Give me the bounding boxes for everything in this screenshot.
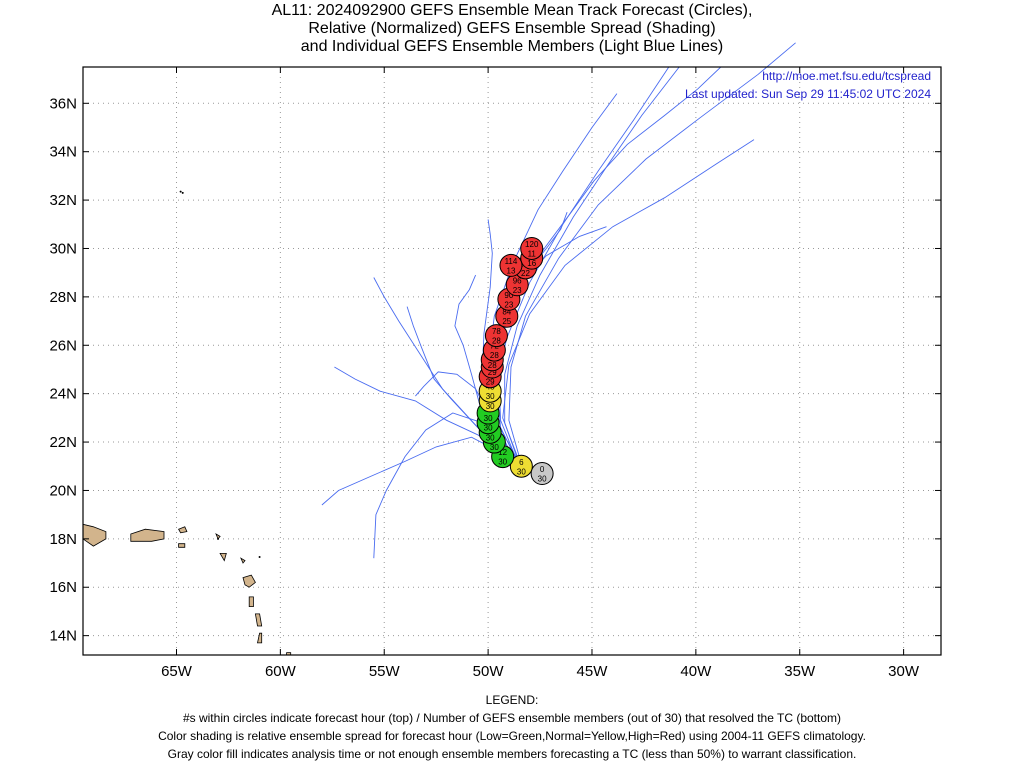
small-island (258, 556, 261, 558)
island (130, 528, 165, 542)
legend-line-2: Color shading is relative ensemble sprea… (158, 729, 866, 743)
land-masses (83, 190, 292, 655)
track-circle-fill (509, 454, 533, 478)
lon-tick-label: 65W (161, 663, 193, 680)
member-track (766, 42, 796, 67)
track-circle: 030 (530, 462, 554, 486)
member-count-label: 30 (490, 443, 499, 452)
small-island (179, 190, 182, 193)
member-count-label: 23 (504, 300, 513, 309)
title-line-1: AL11: 2024092900 GEFS Ensemble Mean Trac… (271, 2, 753, 19)
member-track (373, 412, 543, 559)
member-count-label: 25 (502, 317, 511, 326)
island (178, 543, 186, 548)
member-count-label: 29 (488, 368, 497, 377)
member-count-label: 22 (521, 269, 530, 278)
island (219, 553, 227, 562)
lat-tick-label: 22N (49, 434, 77, 451)
forecast-hour-label: 120 (525, 240, 539, 249)
track-circle-fill (520, 236, 544, 260)
lon-tick-label: 55W (369, 663, 401, 680)
lat-tick-label: 28N (49, 289, 77, 306)
lon-tick-label: 60W (265, 663, 297, 680)
forecast-hour-label: 6 (519, 458, 524, 467)
member-count-label: 11 (528, 249, 537, 258)
legend-heading: LEGEND: (485, 693, 539, 707)
small-island (217, 537, 220, 540)
member-count-label: 30 (486, 433, 495, 442)
member-track (406, 306, 543, 474)
member-count-label: 28 (492, 337, 501, 346)
member-count-label: 30 (517, 467, 526, 476)
map-grid (83, 67, 941, 655)
lat-tick-label: 32N (49, 192, 77, 209)
lat-tick-label: 36N (49, 95, 77, 112)
axis-ticks: 65W 60W 55W 50W 45W 40W 35W 30W 14N 16N 18N 20N 22N 2… (49, 67, 941, 680)
member-count-label: 23 (513, 286, 522, 295)
track-circle-fill (530, 462, 554, 486)
member-count-label: 16 (527, 259, 536, 268)
island (257, 632, 263, 644)
lat-tick-label: 30N (49, 240, 77, 257)
last-updated: Last updated: Sun Sep 29 11:45:02 UTC 20… (685, 87, 931, 101)
member-count-label: 30 (484, 414, 493, 423)
island (248, 596, 254, 607)
forecast-hour-label: 96 (513, 276, 522, 285)
mean-track: 0306301230183024303030363042304830542960… (476, 236, 554, 486)
lon-tick-label: 45W (577, 663, 609, 680)
forecast-hour-label: 90 (504, 291, 513, 300)
member-count-label: 28 (490, 351, 499, 360)
member-count-label: 30 (538, 475, 547, 484)
plot-frame (82, 66, 942, 656)
source-url[interactable]: http://moe.met.fsu.edu/tcspread (762, 69, 931, 83)
member-count-label: 30 (486, 392, 495, 401)
member-count-label: 30 (484, 424, 493, 433)
member-count-label: 28 (488, 361, 497, 370)
forecast-hour-label: 0 (540, 465, 545, 474)
lon-tick-label: 30W (888, 663, 920, 680)
island (178, 526, 188, 534)
lat-tick-label: 18N (49, 531, 77, 548)
island (83, 523, 107, 547)
legend-line-1: #s within circles indicate forecast hour… (182, 711, 842, 725)
forecast-hour-label: 114 (505, 257, 518, 266)
member-tracks (321, 67, 768, 559)
forecast-hour-label: 84 (502, 308, 511, 317)
lon-tick-label: 40W (680, 663, 712, 680)
track-circle-fill (484, 324, 508, 348)
member-count-label: 30 (498, 458, 507, 467)
lat-tick-label: 16N (49, 579, 77, 596)
lat-tick-label: 14N (49, 628, 77, 645)
title-line-3: and Individual GEFS Ensemble Members (Li… (300, 38, 724, 55)
track-circle-fill (499, 253, 523, 277)
forecast-hour-label: 12 (498, 448, 507, 457)
lat-tick-label: 24N (49, 386, 77, 403)
member-count-label: 30 (486, 402, 495, 411)
island (254, 613, 263, 627)
legend-line-3: Gray color fill indicates analysis time … (167, 747, 857, 761)
member-count-label: 13 (507, 266, 516, 275)
member-track (502, 139, 755, 474)
island (240, 557, 246, 564)
island (242, 574, 256, 588)
lat-tick-label: 20N (49, 482, 77, 499)
member-count-label: 29 (486, 378, 495, 387)
lon-tick-label: 35W (784, 663, 816, 680)
island (215, 533, 221, 540)
forecast-hour-label: 78 (492, 327, 501, 336)
title-line-2: Relative (Normalized) GEFS Ensemble Spre… (308, 20, 716, 37)
track-circle: 630 (509, 454, 533, 478)
lat-tick-label: 26N (49, 337, 77, 354)
lat-tick-label: 34N (49, 144, 77, 161)
lon-tick-label: 50W (473, 663, 505, 680)
small-island (181, 191, 184, 194)
member-track (508, 67, 768, 474)
